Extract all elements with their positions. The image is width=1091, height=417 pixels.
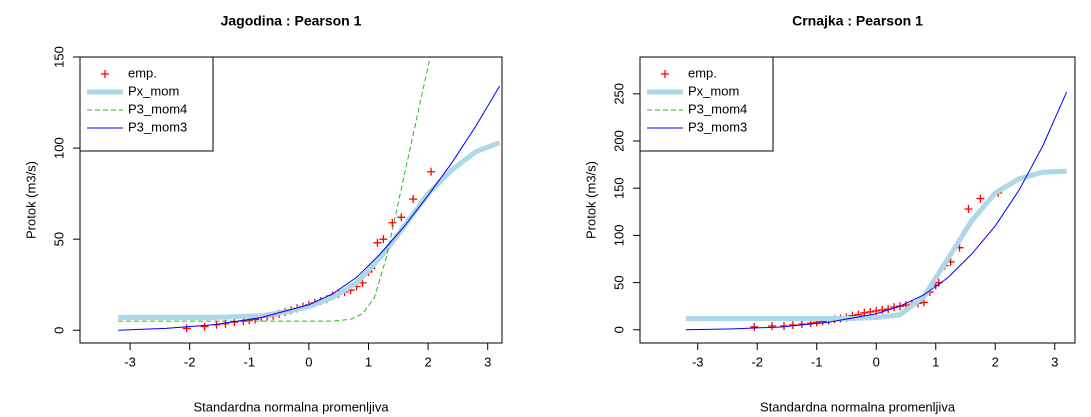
- data-point: [964, 204, 973, 213]
- x-tick-label: 2: [992, 354, 999, 369]
- data-point: [768, 322, 777, 331]
- y-tick-label: 100: [611, 225, 626, 247]
- series-line: [685, 168, 1067, 321]
- x-tick-label: 1: [932, 354, 939, 369]
- series-line: [118, 85, 501, 331]
- legend-label: P3_mom3: [128, 119, 187, 134]
- data-point: [200, 322, 209, 331]
- data-point: [409, 195, 418, 204]
- x-tick-label: -3: [124, 354, 136, 369]
- x-axis-label: Standardna normalna promenljiva: [193, 399, 389, 414]
- plot-area: [118, 57, 501, 333]
- x-tick-label: -3: [692, 354, 704, 369]
- y-tick-label: 0: [611, 326, 626, 333]
- chart-title: Jagodina : Pearson 1: [221, 13, 362, 29]
- y-axis-label: Protok (m3/s): [583, 161, 598, 239]
- series-line: [118, 140, 501, 320]
- legend-label: emp.: [688, 65, 717, 80]
- data-point: [750, 322, 759, 331]
- x-axis-label: Standardna normalna promenljiva: [760, 399, 956, 414]
- legend-label: Px_mom: [128, 83, 179, 98]
- series-line: [685, 91, 1068, 331]
- y-axis-label: Protok (m3/s): [23, 161, 38, 239]
- x-tick-label: 0: [305, 354, 312, 369]
- data-point: [878, 305, 887, 314]
- y-tick-label: 50: [51, 232, 66, 246]
- y-tick-label: 0: [51, 327, 66, 334]
- y-tick-label: 200: [611, 130, 626, 152]
- data-point: [397, 213, 406, 222]
- legend-label: P3_mom4: [688, 101, 747, 116]
- y-tick-label: 150: [51, 46, 66, 68]
- data-point: [797, 320, 806, 329]
- x-tick-label: -1: [243, 354, 255, 369]
- legend-label: P3_mom3: [688, 119, 747, 134]
- y-tick-label: 100: [51, 137, 66, 159]
- data-point: [427, 167, 436, 176]
- x-tick-label: -2: [751, 354, 763, 369]
- data-point: [388, 218, 397, 227]
- legend-box: [639, 56, 774, 152]
- legend-label: emp.: [128, 65, 157, 80]
- data-point: [182, 324, 191, 333]
- data-point: [373, 238, 382, 247]
- plot-frame: [79, 56, 503, 344]
- x-tick-label: 3: [1051, 354, 1058, 369]
- legend-swatch: [101, 70, 109, 78]
- y-tick-label: 50: [611, 275, 626, 289]
- y-tick-label: 250: [611, 83, 626, 105]
- x-tick-label: 1: [365, 354, 372, 369]
- legend-label: P3_mom4: [128, 101, 187, 116]
- x-tick-label: 2: [424, 354, 431, 369]
- legend-label: Px_mom: [688, 83, 739, 98]
- series-line: [118, 57, 431, 322]
- chart-title: Crnajka : Pearson 1: [792, 13, 923, 29]
- plot-area: [685, 91, 1068, 331]
- legend-box: [79, 56, 214, 152]
- x-tick-label: 3: [484, 354, 491, 369]
- y-tick-label: 150: [611, 177, 626, 199]
- x-tick-label: 0: [873, 354, 880, 369]
- plot-frame: [639, 56, 1076, 344]
- data-point: [379, 235, 388, 244]
- legend-swatch: [661, 70, 669, 78]
- x-tick-label: -2: [184, 354, 196, 369]
- x-tick-label: -1: [811, 354, 823, 369]
- data-point: [976, 194, 985, 203]
